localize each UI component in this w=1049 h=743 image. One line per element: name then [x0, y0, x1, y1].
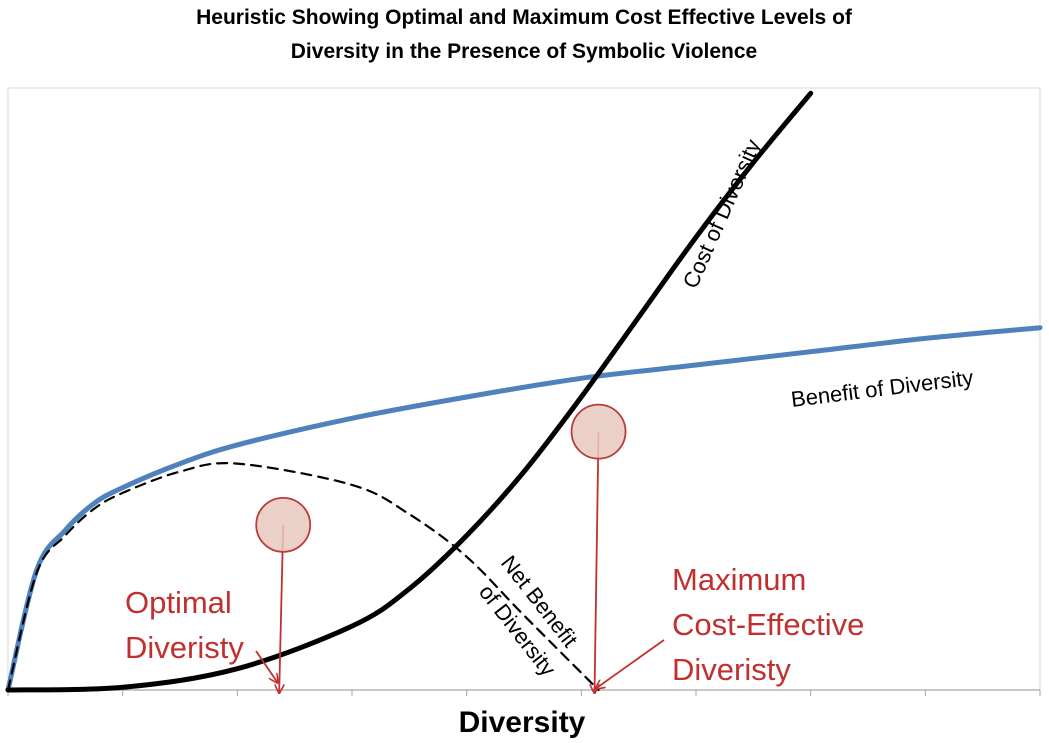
axes [7, 87, 1041, 696]
optimal-pointer-arrow [255, 650, 277, 682]
x-axis-label: Diversity [459, 706, 586, 739]
marker-circle [255, 496, 312, 553]
marker-drop-arrow [595, 431, 599, 692]
series-layer [5, 90, 1043, 693]
cost-of-diversity-curve [5, 90, 814, 693]
max-annotation-line-1: Maximum [672, 562, 806, 597]
chart-title-line-1: Heuristic Showing Optimal and Maximum Co… [196, 6, 853, 29]
max-annotation-line-3: Diveristy [672, 652, 791, 687]
chart-title-line-2: Diversity in the Presence of Symbolic Vi… [291, 40, 757, 63]
marker-layer [255, 403, 665, 692]
optimal-annotation-line-2: Diveristy [125, 630, 244, 665]
cost-curve-label: Cost of Diversity [678, 136, 766, 292]
marker-circle [570, 403, 627, 460]
max-annotation-line-2: Cost-Effective [672, 607, 864, 642]
net-benefit-of-diversity-curve [6, 462, 600, 692]
optimal-annotation-line-1: Optimal [125, 585, 232, 620]
benefit-of-diversity-curve [5, 325, 1043, 693]
benefit-curve-label: Benefit of Diversity [790, 365, 975, 412]
max-pointer-arrow [597, 639, 665, 688]
